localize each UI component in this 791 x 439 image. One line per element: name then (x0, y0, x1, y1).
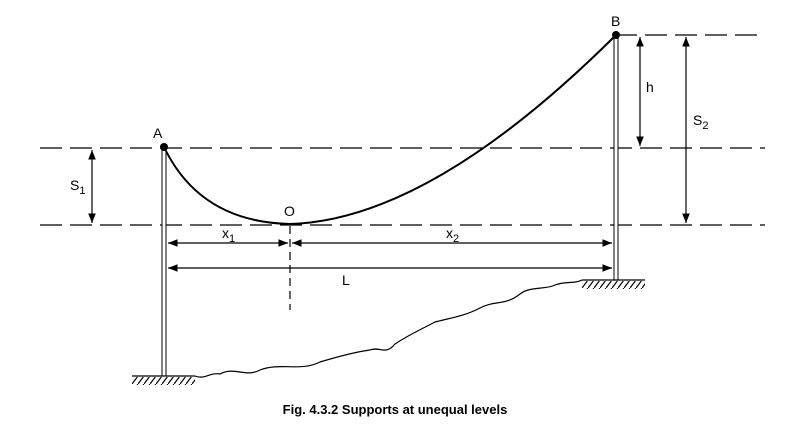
dimension-label: x1 (222, 225, 235, 245)
support-b (612, 31, 620, 39)
dimension-label: S2 (693, 112, 708, 132)
dimension-label: h (646, 79, 654, 95)
point-label: A (153, 125, 163, 141)
ground (194, 279, 583, 378)
reference-lines (40, 34, 765, 310)
conductor (163, 34, 617, 226)
dimension-label: x2 (446, 225, 459, 245)
caption: Fig. 4.3.2 Supports at unequal levels (283, 402, 508, 417)
poles (132, 35, 645, 385)
dimension-label: L (342, 272, 350, 288)
support-a (160, 143, 168, 151)
point-label: B (611, 13, 620, 29)
dimension-label: S1 (70, 177, 85, 197)
point-label: O (284, 203, 295, 219)
dimension-arrows (88, 37, 690, 272)
